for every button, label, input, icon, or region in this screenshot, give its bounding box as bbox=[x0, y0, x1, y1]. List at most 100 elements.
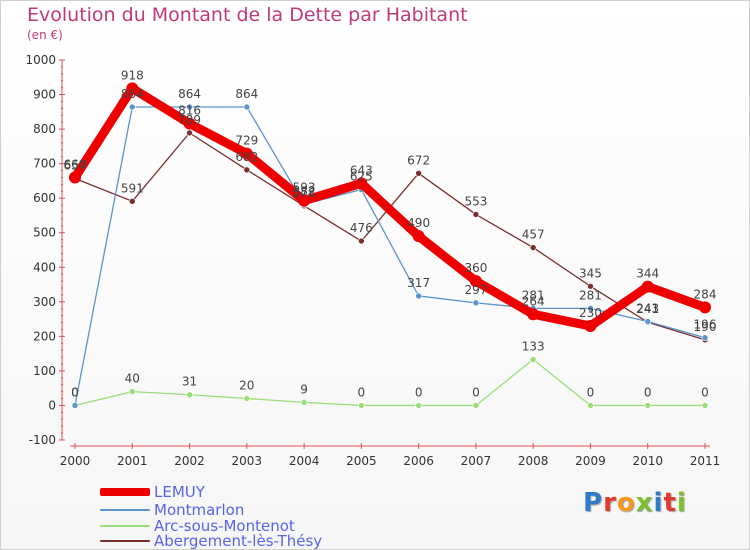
y-tick-label: 400 bbox=[33, 260, 56, 274]
data-label-abergement-les-thesy: 789 bbox=[178, 113, 201, 127]
data-label-montmarlon: 317 bbox=[407, 276, 430, 290]
data-point-arc-sous-montenot bbox=[300, 399, 308, 406]
data-point-lemuy bbox=[183, 117, 196, 130]
data-label-arc-sous-montenot: 0 bbox=[415, 385, 423, 399]
data-label-arc-sous-montenot: 133 bbox=[522, 340, 545, 354]
y-tick-label: 1000 bbox=[25, 53, 56, 67]
legend-label-abergement: Abergement-lès-Thésy bbox=[154, 532, 323, 550]
logo-letter: i bbox=[653, 488, 664, 518]
data-label-lemuy: 284 bbox=[694, 287, 717, 301]
legend-label-lemuy: LEMUY bbox=[154, 483, 205, 501]
data-label-arc-sous-montenot: 0 bbox=[701, 385, 709, 399]
y-tick-label: 700 bbox=[33, 157, 56, 171]
data-point-abergement-les-thesy bbox=[472, 211, 480, 218]
y-tick-label: 900 bbox=[33, 88, 56, 102]
series-line-arc-sous-montenot bbox=[74, 358, 706, 407]
data-point-montmarlon bbox=[71, 402, 79, 409]
legend-swatch-lemuy bbox=[100, 488, 150, 496]
data-label-abergement-les-thesy: 553 bbox=[464, 194, 487, 208]
y-tick-label: 200 bbox=[33, 329, 56, 343]
data-label-lemuy: 593 bbox=[293, 181, 316, 195]
chart-title: Evolution du Montant de la Dette par Hab… bbox=[27, 4, 468, 26]
data-label-montmarlon: 297 bbox=[464, 283, 487, 297]
x-tick-label: 2000 bbox=[60, 454, 91, 468]
y-tick-label: -100 bbox=[29, 433, 56, 447]
data-label-lemuy: 360 bbox=[464, 261, 487, 275]
data-label-montmarlon: 864 bbox=[178, 87, 201, 101]
data-label-abergement-les-thesy: 190 bbox=[694, 320, 717, 334]
data-point-lemuy bbox=[469, 275, 482, 288]
data-label-montmarlon: 0 bbox=[71, 385, 79, 399]
data-label-arc-sous-montenot: 0 bbox=[644, 385, 652, 399]
data-point-abergement-les-thesy bbox=[587, 282, 594, 290]
legend-swatch-montmarlon bbox=[100, 509, 150, 511]
data-point-abergement-les-thesy bbox=[128, 197, 136, 205]
data-label-montmarlon: 281 bbox=[579, 288, 602, 302]
logo-letter: i bbox=[676, 488, 687, 518]
x-tick-label: 2004 bbox=[289, 454, 320, 468]
data-point-arc-sous-montenot bbox=[472, 402, 480, 409]
data-label-arc-sous-montenot: 20 bbox=[239, 379, 254, 393]
data-label-abergement-les-thesy: 578 bbox=[293, 186, 316, 200]
data-point-abergement-les-thesy bbox=[358, 237, 365, 245]
data-point-arc-sous-montenot bbox=[644, 402, 652, 409]
logo-letter: x bbox=[635, 488, 654, 518]
proxiti-logo: Proxiti bbox=[583, 488, 687, 518]
data-label-abergement-les-thesy: 672 bbox=[407, 153, 430, 167]
legend-item-lemuy: LEMUY bbox=[100, 483, 500, 501]
x-tick-label: 2001 bbox=[117, 454, 148, 468]
data-label-abergement-les-thesy: 657 bbox=[64, 158, 87, 172]
logo-letter: r bbox=[603, 488, 617, 518]
chart-unit: (en €) bbox=[27, 28, 63, 42]
data-label-lemuy: 643 bbox=[350, 163, 373, 177]
data-label-abergement-les-thesy: 682 bbox=[235, 150, 258, 164]
data-label-lemuy: 490 bbox=[407, 216, 430, 230]
data-point-arc-sous-montenot bbox=[415, 402, 422, 409]
data-point-montmarlon bbox=[644, 318, 652, 325]
legend-swatch-arc-sous-montenot bbox=[100, 525, 150, 527]
data-label-montmarlon: 243 bbox=[636, 302, 659, 316]
data-label-lemuy: 816 bbox=[178, 104, 201, 118]
data-point-abergement-les-thesy bbox=[243, 166, 251, 174]
x-tick-label: 2005 bbox=[346, 454, 377, 468]
data-point-montmarlon bbox=[472, 299, 480, 307]
data-point-montmarlon bbox=[128, 103, 136, 111]
x-tick-label: 2009 bbox=[575, 454, 606, 468]
legend-swatch-abergement bbox=[100, 540, 150, 542]
data-label-lemuy: 230 bbox=[579, 306, 602, 320]
x-tick-label: 2008 bbox=[518, 454, 549, 468]
data-label-abergement-les-thesy: 591 bbox=[121, 181, 144, 195]
data-point-montmarlon bbox=[701, 334, 709, 342]
data-label-lemuy: 918 bbox=[121, 68, 144, 82]
data-point-arc-sous-montenot bbox=[701, 402, 709, 409]
data-point-lemuy bbox=[298, 194, 311, 207]
logo-letter: o bbox=[616, 488, 636, 518]
data-label-arc-sous-montenot: 40 bbox=[125, 372, 140, 386]
data-label-lemuy: 729 bbox=[235, 134, 258, 148]
data-point-arc-sous-montenot bbox=[587, 402, 594, 409]
data-label-abergement-les-thesy: 241 bbox=[636, 302, 659, 316]
legend-item-abergement: Abergement-lès-Thésy bbox=[100, 532, 500, 550]
data-point-montmarlon bbox=[587, 305, 594, 312]
data-label-abergement-les-thesy: 457 bbox=[522, 228, 545, 242]
data-label-abergement-les-thesy: 476 bbox=[350, 221, 373, 235]
logo-letter: P bbox=[583, 488, 604, 518]
y-tick-label: 100 bbox=[33, 364, 56, 378]
data-point-abergement-les-thesy bbox=[415, 170, 422, 177]
data-label-arc-sous-montenot: 0 bbox=[71, 385, 79, 399]
series-line-montmarlon bbox=[74, 106, 706, 407]
y-tick-label: 300 bbox=[33, 295, 56, 309]
data-label-montmarlon: 864 bbox=[121, 87, 144, 101]
series-line-lemuy bbox=[70, 83, 710, 331]
data-point-lemuy bbox=[240, 147, 253, 160]
legend-label-montmarlon: Montmarlon bbox=[154, 501, 245, 519]
y-tick-label: 500 bbox=[33, 226, 56, 240]
data-point-arc-sous-montenot bbox=[186, 391, 193, 399]
data-label-lemuy: 660 bbox=[64, 157, 87, 171]
data-label-lemuy: 344 bbox=[636, 267, 659, 281]
data-label-montmarlon: 281 bbox=[522, 288, 545, 302]
legend-item-montmarlon: Montmarlon bbox=[100, 501, 500, 519]
data-point-arc-sous-montenot bbox=[128, 388, 136, 395]
x-tick-label: 2003 bbox=[232, 454, 263, 468]
